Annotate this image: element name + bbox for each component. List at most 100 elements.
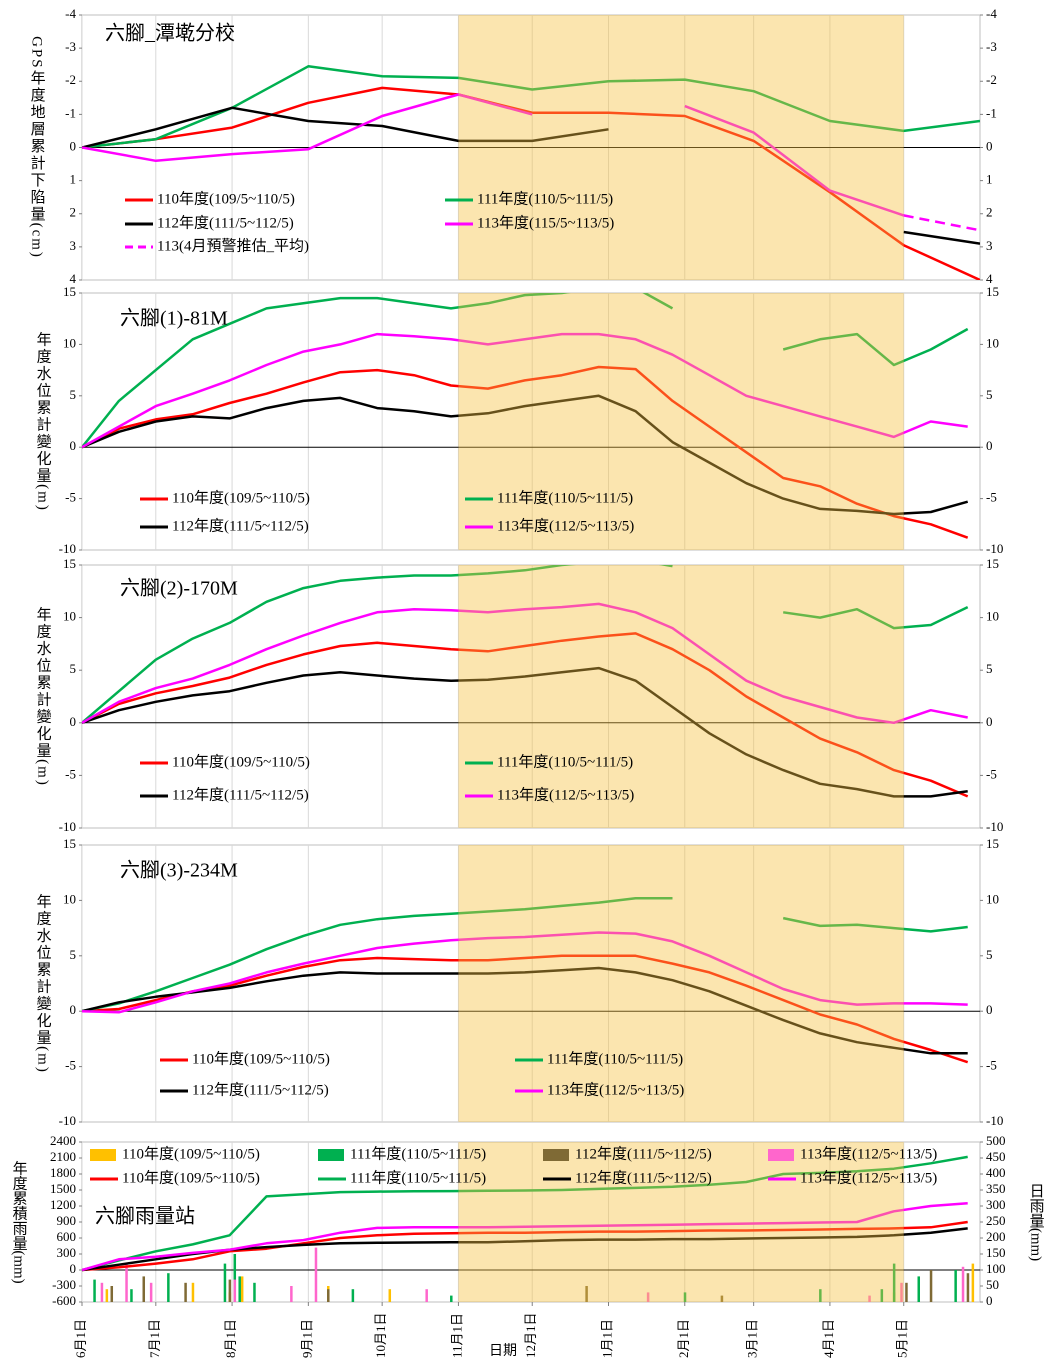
legend-label: 113年度(112/5~113/5)	[800, 1145, 937, 1162]
y-tick-label: 0	[70, 138, 77, 153]
rain-bar	[184, 1282, 187, 1302]
rain-bar	[819, 1289, 822, 1302]
y-tick-label: -5	[65, 490, 76, 505]
series-line	[82, 332, 968, 449]
plot-area	[82, 1142, 980, 1302]
rain-bar	[93, 1279, 96, 1302]
plot-area	[82, 15, 980, 280]
y2-tick-label: 150	[986, 1245, 1006, 1260]
x-tick-label: 1月1日	[599, 1319, 614, 1358]
y2-tick-label: 4	[986, 271, 993, 286]
rain-bar	[191, 1282, 195, 1302]
rain-bar	[142, 1276, 146, 1302]
y-tick-label: 5	[70, 661, 77, 676]
legend-label: 110年度(109/5~110/5)	[172, 489, 310, 506]
rain-bar	[388, 1289, 392, 1302]
y-tick-label: 3	[70, 238, 77, 253]
legend-label: 110年度(109/5~110/5)	[122, 1169, 260, 1186]
legend-label: 111年度(110/5~111/5)	[350, 1169, 486, 1186]
x-tick-label: 6月1日	[73, 1319, 88, 1358]
y2-tick-label: 5	[986, 661, 993, 676]
y-tick-label: 0	[70, 1002, 77, 1017]
rain-bar	[929, 1270, 933, 1302]
rain-bar	[917, 1276, 920, 1302]
series-line	[82, 1155, 968, 1272]
y-axis-label: 年度水位累計變化量(m)	[35, 606, 52, 787]
y-axis-label: 年度水位累計變化量(m)	[35, 331, 52, 512]
legend-label: 112年度(111/5~112/5)	[172, 517, 309, 534]
y2-tick-label: 0	[986, 1002, 993, 1017]
y2-tick-label: -1	[986, 105, 997, 120]
x-tick-label: 2月1日	[676, 1319, 691, 1358]
y2-tick-label: -4	[986, 6, 997, 21]
y-tick-label: 1200	[50, 1197, 76, 1212]
y2-tick-label: 5	[986, 387, 993, 402]
series-line	[82, 394, 969, 516]
x-tick-label: 12月1日	[523, 1312, 538, 1358]
rain-bar	[961, 1266, 965, 1302]
rain-bar	[683, 1292, 687, 1302]
series-line	[82, 954, 969, 1064]
y2-tick-label: -2	[986, 72, 997, 87]
rain-bar	[149, 1282, 153, 1302]
legend-swatch	[90, 1149, 116, 1161]
rain-bar	[971, 1263, 975, 1302]
panel-title: 六腳(1)-81M	[120, 307, 228, 330]
y2-tick-label: 300	[986, 1197, 1006, 1212]
y-tick-label: 300	[57, 1245, 77, 1260]
legend-swatch	[768, 1149, 794, 1161]
y2-tick-label: 0	[986, 1293, 993, 1308]
y-tick-label: -2	[65, 72, 76, 87]
legend-label: 111年度(110/5~111/5)	[350, 1145, 486, 1162]
series-line	[82, 1202, 968, 1272]
y2-tick-label: 350	[986, 1181, 1006, 1196]
plot-area	[82, 845, 980, 1122]
y-tick-label: -300	[52, 1277, 76, 1292]
rain-bar	[880, 1289, 884, 1302]
highlight-band	[458, 15, 904, 280]
rain-bar	[240, 1276, 244, 1302]
y2-tick-label: 10	[986, 609, 999, 624]
series-line	[82, 896, 968, 1013]
y-axis-label: 年度水位累計變化量(m)	[35, 893, 52, 1074]
series-line	[82, 93, 905, 217]
y2-tick-label: -5	[986, 1058, 997, 1073]
y2-tick-label: -5	[986, 766, 997, 781]
series-line	[82, 86, 980, 280]
series-line	[82, 365, 969, 539]
y-tick-label: 5	[70, 387, 77, 402]
legend-label: 112年度(111/5~112/5)	[157, 214, 294, 231]
highlight-band	[458, 845, 904, 1122]
rain-bar	[290, 1286, 293, 1302]
y2-tick-label: -5	[986, 490, 997, 505]
y2-tick-label: 0	[986, 714, 993, 729]
y2-tick-label: 10	[986, 891, 999, 906]
legend-label: 111年度(110/5~111/5)	[477, 190, 613, 207]
y-tick-label: 900	[57, 1213, 77, 1228]
rain-bar	[228, 1279, 232, 1302]
legend-label: 112年度(111/5~112/5)	[575, 1145, 712, 1162]
y-tick-label: 10	[63, 335, 76, 350]
y-tick-label: 15	[63, 284, 76, 299]
rain-bar	[450, 1295, 453, 1302]
rain-bar	[892, 1263, 896, 1302]
panel-title: 六腳雨量站	[95, 1205, 195, 1228]
y2-tick-label: 400	[986, 1165, 1006, 1180]
rain-bar	[900, 1282, 903, 1302]
legend-label: 110年度(109/5~110/5)	[122, 1145, 260, 1162]
series-line	[82, 293, 969, 448]
y2-tick-label: 500	[986, 1133, 1006, 1148]
y2-tick-label: 15	[986, 836, 999, 851]
rain-bar	[130, 1289, 133, 1302]
y-tick-label: 2400	[50, 1133, 76, 1148]
y2-tick-label: 50	[986, 1277, 999, 1292]
y2-tick-label: 10	[986, 335, 999, 350]
legend-label: 113(4月預警推估_平均)	[157, 237, 309, 254]
series-line	[82, 1220, 968, 1272]
legend-label: 112年度(111/5~112/5)	[575, 1169, 712, 1186]
y-tick-label: -1	[65, 105, 76, 120]
x-tick-label: 7月1日	[147, 1319, 162, 1358]
highlight-band	[458, 565, 904, 828]
y-tick-label: 2100	[50, 1149, 76, 1164]
rain-bar	[351, 1289, 355, 1302]
